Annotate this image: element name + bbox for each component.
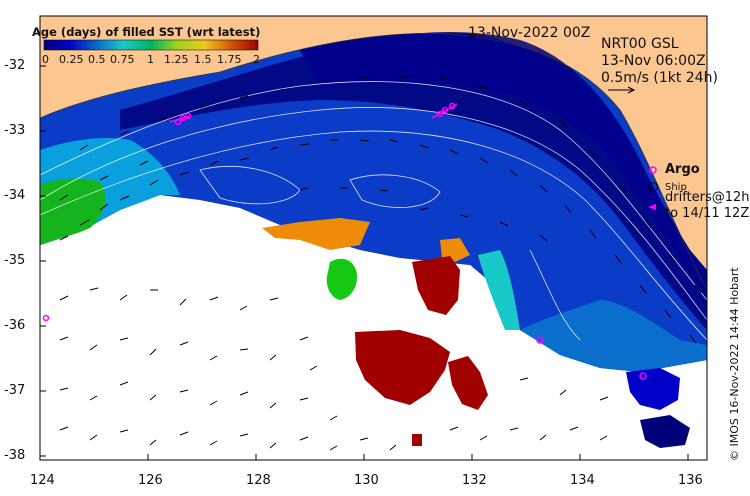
argo-legend-icon — [649, 166, 657, 174]
colorbar-tick: 0 — [42, 53, 49, 66]
product-line-3: 0.5m/s (1kt 24h) — [601, 70, 718, 86]
green-patch-center — [326, 258, 358, 300]
y-tick-label: -36 — [4, 318, 26, 333]
drifter-legend-label-1: drifters@12h — [665, 190, 750, 205]
orange-patch — [262, 218, 370, 250]
x-tick-label: 124 — [30, 473, 55, 488]
y-tick-label: -32 — [4, 58, 26, 73]
y-tick-label: -34 — [4, 188, 26, 203]
cyan-patch-east — [478, 250, 520, 330]
drifter-legend-label-2: to 14/11 12Z — [665, 206, 750, 221]
colorbar-tick: 1.75 — [217, 53, 242, 66]
argo-legend-label: Argo — [665, 162, 700, 177]
coastline — [40, 33, 707, 291]
ship-legend-label: Ship — [665, 182, 687, 193]
axes-frame — [39, 15, 708, 461]
product-line-1: NRT00 GSL — [601, 36, 679, 52]
axis-ticks — [39, 65, 689, 460]
y-tick-label: -33 — [4, 123, 26, 138]
colorbar-tick: 2 — [253, 53, 260, 66]
x-tick-label: 132 — [462, 473, 487, 488]
ocean-band-inner — [300, 32, 707, 300]
colorbar — [43, 39, 259, 51]
x-tick-label: 130 — [354, 473, 379, 488]
colorbar-tick: 0.75 — [110, 53, 135, 66]
old-data-blob-center — [355, 330, 450, 405]
argo-floats — [42, 102, 647, 380]
drifter-legend-icon — [648, 204, 656, 210]
product-line-2: 13-Nov 06:00Z — [601, 53, 706, 69]
old-data-blob-east — [448, 356, 488, 410]
y-tick-label: -37 — [4, 383, 26, 398]
blue-patch-south — [520, 300, 707, 372]
x-tick-label: 126 — [138, 473, 163, 488]
current-scale-arrow — [608, 86, 636, 94]
no-data-ocean — [40, 195, 707, 460]
orange-patch-east — [440, 238, 470, 262]
y-tick-label: -35 — [4, 253, 26, 268]
colorbar-tick: 0.5 — [88, 53, 106, 66]
colorbar-tick: 1.5 — [194, 53, 212, 66]
old-data-speck — [412, 434, 422, 446]
y-tick-label: -38 — [4, 448, 26, 463]
blue-patch-se2 — [640, 415, 690, 448]
date-label: 13-Nov-2022 00Z — [468, 25, 591, 41]
credit-label: © IMOS 16-Nov-2022 14:44 Hobart — [728, 267, 741, 461]
blue-patch-se — [626, 368, 680, 410]
colorbar-tick: 0.25 — [59, 53, 84, 66]
x-tick-label: 134 — [570, 473, 595, 488]
colorbar-tick: 1 — [147, 53, 154, 66]
x-tick-label: 128 — [246, 473, 271, 488]
drifters — [169, 103, 458, 123]
old-data-blob-north — [412, 256, 460, 315]
colorbar-title: Age (days) of filled SST (wrt latest) — [32, 25, 261, 39]
green-patch-west — [40, 178, 106, 245]
current-vectors — [59, 75, 702, 451]
x-tick-label: 136 — [678, 473, 703, 488]
ship-legend-icon — [648, 182, 658, 192]
colorbar-tick: 1.25 — [164, 53, 189, 66]
